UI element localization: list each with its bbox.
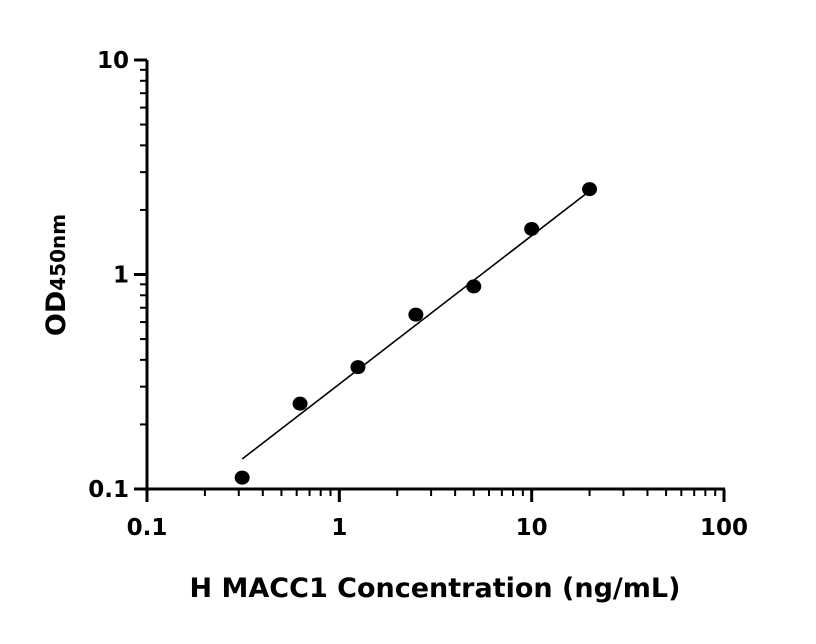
data-point	[234, 470, 250, 485]
y-axis-label-sub: 450nm	[46, 214, 70, 291]
y-axis-label-main: OD	[41, 291, 72, 336]
data-point	[582, 182, 598, 197]
x-tick-label: 100	[700, 515, 748, 541]
y-tick-label: 10	[97, 48, 129, 74]
x-axis-label: H MACC1 Concentration (ng/mL)	[190, 573, 681, 604]
data-point	[408, 307, 424, 322]
data-point	[466, 279, 482, 294]
x-tick-label: 0.1	[127, 515, 168, 541]
ticks: 0.1 1 10 100 0.1 1 10	[88, 48, 748, 541]
y-tick-label: 1	[113, 263, 129, 289]
data-point	[292, 396, 308, 411]
x-tick-label: 1	[331, 515, 347, 541]
y-axis-label: OD450nm	[41, 214, 72, 336]
x-tick-label: 10	[516, 515, 548, 541]
data-point	[350, 360, 366, 375]
y-tick-label: 0.1	[88, 477, 129, 503]
data-points	[234, 182, 598, 485]
data-point	[524, 221, 540, 236]
axes	[145, 60, 725, 491]
